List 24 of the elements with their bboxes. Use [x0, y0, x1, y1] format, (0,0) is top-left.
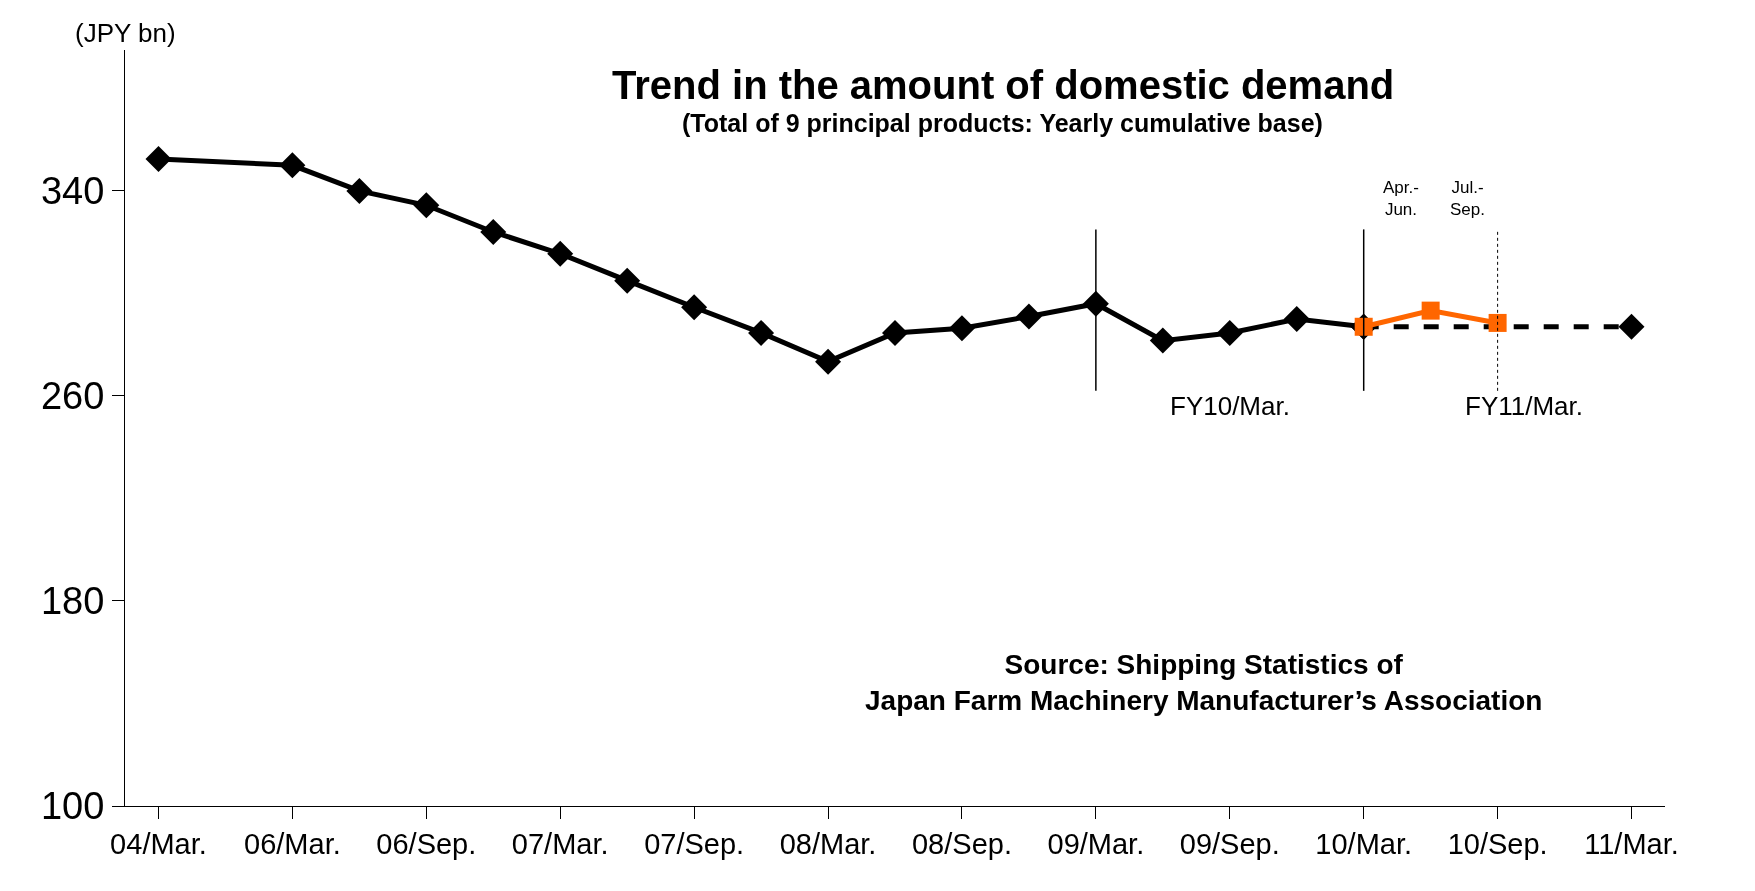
x-tick-label: 10/Sep. — [1447, 827, 1548, 860]
annotation: Jul.- Sep. — [1450, 178, 1485, 220]
chart-title: Trend in the amount of domestic demand — [612, 63, 1395, 107]
x-tick-label: 10/Mar. — [1315, 827, 1413, 860]
x-tick-label: 09/Sep. — [1179, 827, 1280, 860]
y-tick-label: 100 — [40, 785, 105, 828]
x-tick-label: 08/Mar. — [779, 827, 877, 860]
x-tick-label: 11/Mar. — [1584, 827, 1679, 860]
y-axis-title: (JPY bn) — [75, 18, 176, 48]
x-tick-label: 07/Sep. — [644, 827, 745, 860]
x-tick-label: 04/Mar. — [110, 827, 207, 860]
x-tick-label: 06/Mar. — [244, 827, 341, 860]
annotation: FY10/Mar. — [1170, 391, 1290, 421]
x-tick-label: 07/Mar. — [511, 827, 609, 860]
annotation: FY11/Mar. — [1465, 391, 1584, 421]
annotation: Apr.- Jun. — [1383, 178, 1419, 220]
y-tick-label: 340 — [40, 170, 105, 213]
annotation: Source: Shipping Statistics of Japan Farm Machinery Manufacturer’s Association — [865, 649, 1543, 717]
x-tick-label: 09/Mar. — [1047, 827, 1145, 860]
y-tick-label: 180 — [40, 580, 105, 623]
y-tick-label: 260 — [40, 375, 105, 418]
x-tick-label: 06/Sep. — [376, 827, 477, 860]
x-tick-label: 08/Sep. — [911, 827, 1012, 860]
text: (Total of 9 principal products: Yearly cumulative base) — [682, 109, 1323, 137]
